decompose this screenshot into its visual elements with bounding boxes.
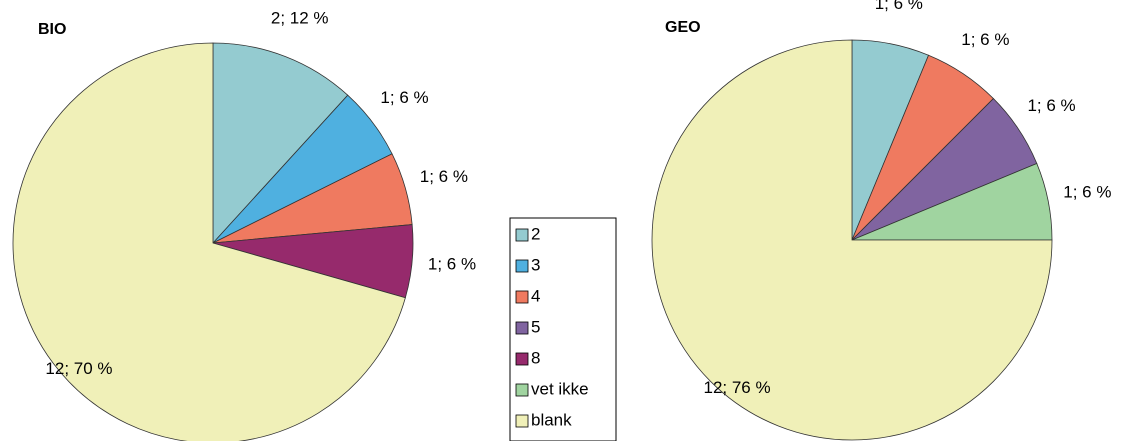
legend-label: 8 [531, 348, 540, 367]
chart-title: GEO [665, 19, 701, 36]
data-label: 1; 6 % [1063, 183, 1111, 202]
legend-swatch [515, 321, 529, 335]
data-label: 1; 6 % [428, 255, 476, 274]
legend-label: 3 [531, 255, 540, 274]
data-label: 1; 6 % [420, 167, 468, 186]
legend-label: vet ikke [531, 379, 589, 398]
legend-swatch [515, 352, 529, 366]
legend-swatch [515, 290, 529, 304]
pie-slice [212, 42, 349, 245]
legend-label: 4 [531, 286, 540, 305]
data-label: 12; 70 % [45, 359, 112, 378]
legend-swatch [515, 414, 529, 428]
chart-title: BIO [38, 21, 66, 38]
data-label: 2; 12 % [271, 9, 329, 28]
legend-swatch [515, 259, 529, 273]
legend-label: blank [531, 410, 572, 429]
legend-label: 2 [531, 224, 540, 243]
legend-label: 5 [531, 317, 540, 336]
data-label: 1; 6 % [875, 0, 923, 13]
legend-swatch [515, 383, 529, 397]
data-label: 1; 6 % [380, 88, 428, 107]
pie-slice [651, 39, 1053, 441]
legend-swatch [515, 228, 529, 242]
data-label: 12; 76 % [704, 378, 771, 397]
data-label: 1; 6 % [961, 30, 1009, 49]
pie-slice [12, 42, 406, 441]
data-label: 1; 6 % [1027, 96, 1075, 115]
